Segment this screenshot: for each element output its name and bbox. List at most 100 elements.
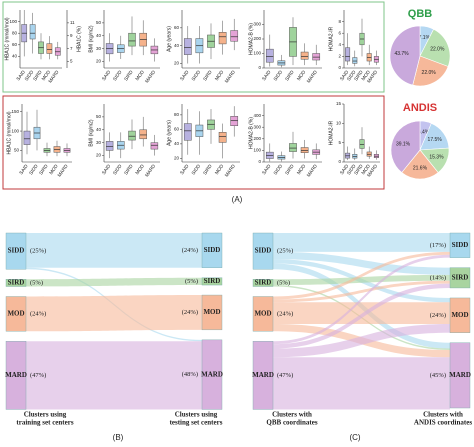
pie-slice: [389, 25, 421, 86]
node-name: MOD: [254, 310, 271, 318]
y2-tick-label: 11: [70, 20, 75, 25]
y-tick-label: 40: [174, 43, 180, 48]
pie-title: ANDIS: [403, 102, 437, 114]
slice-label: 43.7%: [394, 51, 409, 57]
pie-title: QBB: [408, 8, 433, 20]
box: [150, 142, 159, 150]
y-tick-label: 50: [96, 114, 102, 119]
box: [230, 30, 239, 42]
node: [201, 339, 223, 410]
axis-caption: Clusters using: [24, 411, 67, 419]
slice-label: 6.4%: [418, 130, 430, 136]
box: [345, 47, 351, 62]
node-value-label: (45%): [430, 372, 446, 379]
box: [230, 116, 239, 126]
node: [449, 267, 471, 289]
y-axis-label: Age (years): [166, 26, 172, 52]
y-tick-label: 40: [96, 33, 102, 38]
node-value-label: (24%): [30, 310, 46, 317]
axis-caption: Clusters with: [423, 411, 463, 419]
pie-slice: [390, 120, 421, 173]
x-tick-label: MARD: [306, 69, 319, 84]
flow: [26, 277, 202, 287]
flow: [273, 233, 450, 252]
y-tick-label: 100: [9, 19, 17, 24]
slice-label: 17.5%: [428, 137, 443, 143]
x-tick-label: SAID: [101, 69, 113, 82]
node: [252, 232, 274, 270]
box: [128, 130, 136, 141]
node: [449, 342, 471, 409]
slice-label: 22.0%: [430, 47, 445, 53]
panel-label: (B): [113, 433, 124, 442]
box: [289, 143, 297, 152]
node-name: SIRD: [204, 277, 221, 285]
y-axis-label: HBA1C (mmol/mol): [6, 111, 12, 154]
y-tick-label: 0: [258, 65, 261, 70]
y-tick-label: 50: [14, 148, 20, 153]
box: [23, 130, 31, 145]
y2-tick-label: 5: [70, 59, 73, 64]
y-tick-label: 8: [338, 19, 341, 24]
y-axis-label: BMI (kg/m2): [88, 25, 94, 53]
node: [252, 279, 274, 287]
x-tick-label: MOD: [214, 163, 226, 176]
node-name: MARD: [201, 370, 223, 378]
node: [5, 341, 27, 410]
y-tick-label: 0: [338, 65, 341, 70]
box: [29, 24, 36, 40]
node-value-label: (17%): [430, 242, 446, 249]
x-tick-label: MARD: [306, 163, 319, 178]
x-tick-label: MOD: [41, 69, 53, 82]
x-tick-label: SIDD: [112, 163, 124, 176]
x-tick-label: MOD: [48, 163, 60, 176]
y-tick-label: 100: [11, 128, 19, 133]
node-name: MOD: [7, 310, 24, 318]
node: [5, 279, 27, 287]
x-tick-label: SIRD: [32, 69, 44, 82]
x-tick-label: SAID: [339, 69, 351, 82]
axis-caption: Clusters with: [272, 411, 312, 419]
y2-tick-label: 7: [70, 46, 73, 51]
node: [5, 296, 27, 332]
x-tick-label: SIDD: [273, 163, 285, 176]
box: [265, 48, 274, 63]
box: [139, 129, 147, 140]
y-axis-label: HOMA2-IR: [328, 120, 334, 145]
node-value-label: (24%): [182, 309, 198, 316]
x-tick-label: SIDD: [24, 69, 36, 82]
node-value-label: (25%): [277, 248, 293, 255]
box: [352, 154, 358, 159]
x-tick-label: MOD: [135, 69, 147, 82]
node: [449, 232, 471, 258]
node: [201, 277, 223, 286]
slice-label: 7.1%: [419, 35, 431, 41]
box: [46, 43, 53, 54]
node-name: MOD: [451, 311, 468, 319]
x-tick-label: SAID: [179, 69, 191, 82]
x-tick-label: SAID: [18, 163, 30, 176]
node-name: MARD: [5, 371, 27, 379]
slice-label: 21.6%: [413, 165, 428, 171]
node-name: SIDD: [255, 247, 272, 255]
y2-axis-label: HBA1C (%): [76, 26, 82, 52]
y-tick-label: 30: [96, 140, 102, 145]
y-tick-label: 20: [174, 61, 180, 66]
y-tick-label: 200: [253, 36, 261, 41]
x-tick-label: SIDD: [28, 163, 40, 176]
box: [218, 32, 227, 45]
panel-label: (C): [349, 433, 360, 442]
node: [201, 294, 223, 331]
node-value-label: (24%): [277, 310, 293, 317]
x-tick-label: SIRD: [202, 69, 214, 82]
flow: [273, 357, 450, 410]
x-tick-label: MOD: [361, 163, 373, 176]
y-tick-label: 2: [338, 54, 341, 59]
x-tick-label: MARD: [224, 69, 237, 84]
x-tick-label: SIRD: [353, 69, 365, 82]
y-tick-label: 15: [336, 101, 342, 106]
flow: [273, 251, 450, 300]
x-tick-label: SIDD: [112, 69, 124, 82]
y-axis-label: HOMA2-IR: [328, 26, 334, 51]
x-tick-label: SIDD: [191, 163, 203, 176]
